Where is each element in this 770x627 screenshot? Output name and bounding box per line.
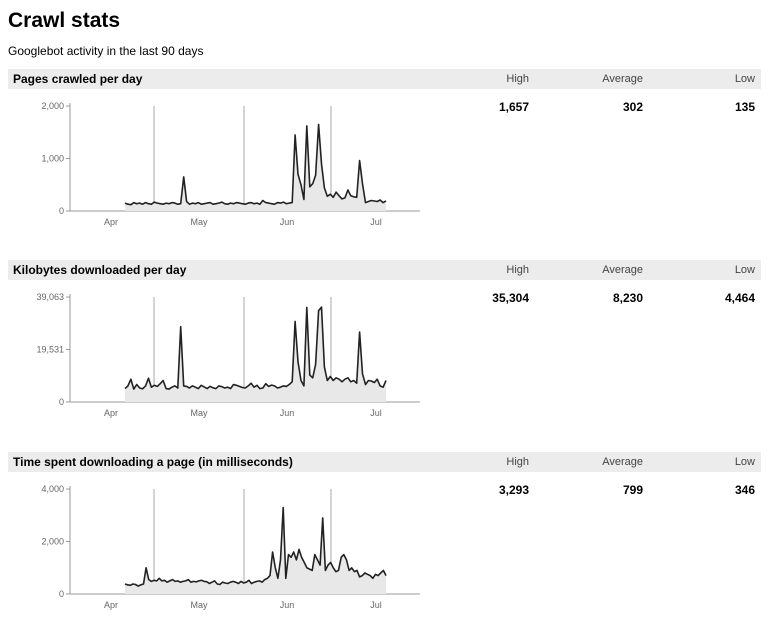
average-label: Average [602, 264, 643, 276]
high-label: High [506, 264, 529, 276]
chart-kilobytes-downloaded: 39,063 19,531 0 Apr May Jun Jul [36, 292, 420, 418]
high-value: 3,293 [498, 483, 529, 497]
x-tick-label: Jul [370, 408, 382, 418]
low-value: 346 [734, 483, 755, 497]
section-header: Time spent downloading a page (in millis… [8, 452, 761, 472]
average-value: 8,230 [612, 291, 643, 305]
series-area [125, 307, 386, 402]
high-label: High [506, 73, 529, 85]
y-tick-label: 0 [59, 397, 64, 407]
y-tick-label: 1,000 [41, 154, 64, 164]
section-pages-crawled: Pages crawled per day High Average Low 1… [8, 69, 761, 244]
page-title: Crawl stats [8, 9, 121, 32]
y-tick-label: 39,063 [36, 292, 64, 302]
x-tick-label: Apr [104, 408, 118, 418]
low-label: Low [734, 264, 755, 276]
series-line [124, 306, 387, 390]
average-label: Average [602, 73, 643, 85]
x-tick-label: Apr [104, 217, 118, 227]
chart-time-downloading: 4,000 2,000 0 Apr May Jun Jul [41, 484, 420, 610]
section-header: Pages crawled per day High Average Low [8, 69, 761, 89]
x-tick-label: May [190, 408, 208, 418]
chart-pages-crawled: 2,000 1,000 0 Apr May Jun Jul [41, 101, 420, 227]
average-value: 302 [622, 100, 643, 114]
series-line [124, 506, 387, 587]
section-kilobytes-downloaded: Kilobytes downloaded per day High Averag… [8, 260, 761, 435]
high-label: High [506, 456, 529, 468]
x-tick-label: Jun [280, 600, 295, 610]
section-header: Kilobytes downloaded per day High Averag… [8, 260, 761, 280]
low-label: Low [734, 73, 755, 85]
series-area [125, 124, 386, 211]
section-title: Pages crawled per day [13, 72, 143, 86]
average-label: Average [602, 456, 643, 468]
series-line [124, 123, 387, 206]
y-tick-label: 2,000 [41, 101, 64, 111]
page-subtitle: Googlebot activity in the last 90 days [8, 44, 204, 58]
x-tick-label: Jun [280, 217, 295, 227]
x-tick-label: Jul [370, 600, 382, 610]
low-value: 135 [734, 100, 755, 114]
x-tick-label: May [190, 600, 208, 610]
low-label: Low [734, 456, 755, 468]
y-tick-label: 19,531 [36, 345, 64, 355]
x-tick-label: Jun [280, 408, 295, 418]
x-tick-label: Apr [104, 600, 118, 610]
low-value: 4,464 [724, 291, 755, 305]
y-tick-label: 0 [59, 206, 64, 216]
y-tick-label: 4,000 [41, 484, 64, 494]
series-area [125, 507, 386, 594]
x-tick-label: May [190, 217, 208, 227]
high-value: 35,304 [492, 291, 529, 305]
section-time-downloading: Time spent downloading a page (in millis… [8, 452, 761, 627]
section-title: Kilobytes downloaded per day [13, 263, 187, 277]
high-value: 1,657 [498, 100, 529, 114]
y-tick-label: 2,000 [41, 537, 64, 547]
average-value: 799 [622, 483, 643, 497]
y-tick-label: 0 [59, 589, 64, 599]
x-tick-label: Jul [370, 217, 382, 227]
section-title: Time spent downloading a page (in millis… [13, 455, 293, 469]
